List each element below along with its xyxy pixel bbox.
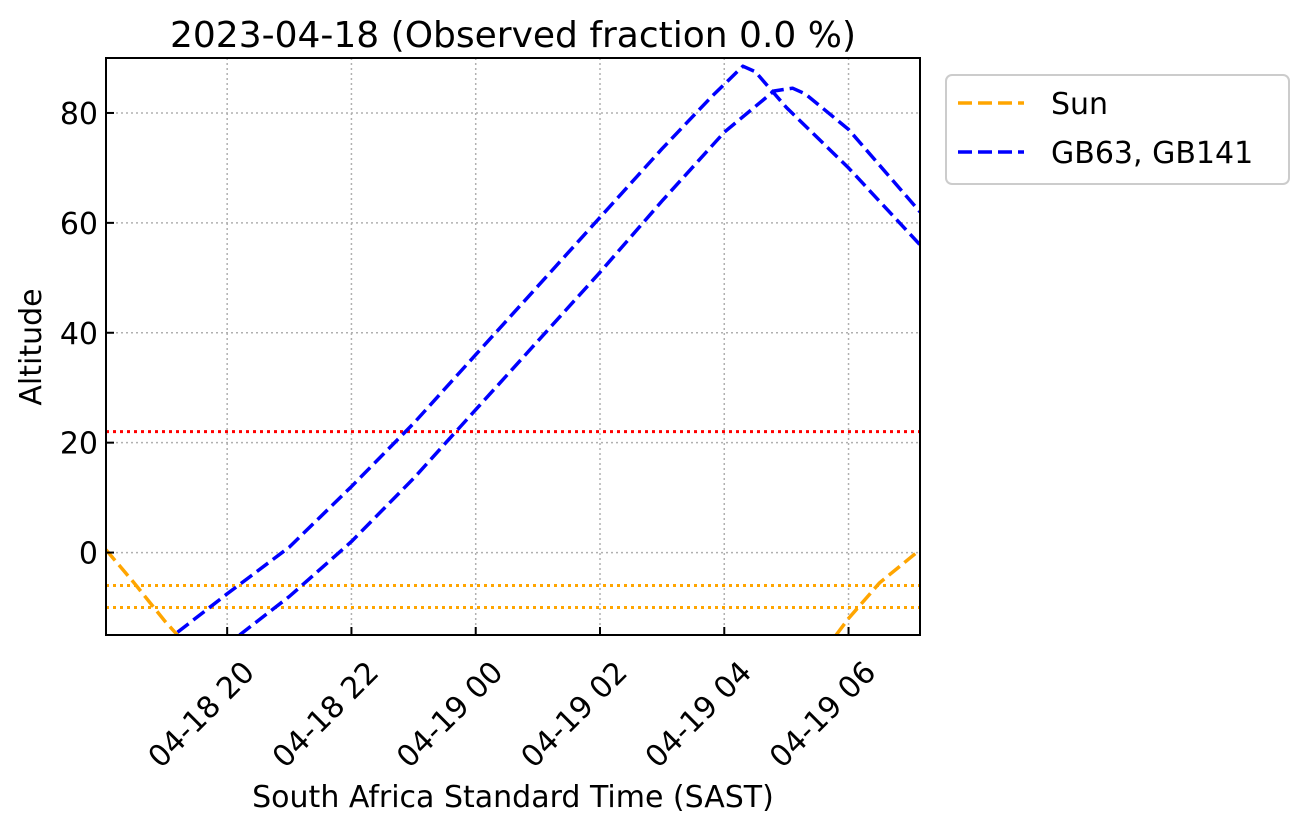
series-line-gb63-gb141 xyxy=(176,64,920,634)
series-lines xyxy=(106,64,920,635)
y-tick-label: 80 xyxy=(60,97,98,132)
chart-title: 2023-04-18 (Observed fraction 0.0 %) xyxy=(170,15,856,56)
y-tick-label: 20 xyxy=(60,427,98,462)
x-tick-label: 04-18 20 xyxy=(142,655,262,775)
y-tick-label: 60 xyxy=(60,207,98,242)
y-tick-label: 40 xyxy=(60,317,98,352)
axis-ticks: 04-18 20 04-18 22 04-19 00 04-19 02 04-19 04… xyxy=(60,97,883,775)
x-tick-label: 04-19 02 xyxy=(514,655,634,775)
grid-lines xyxy=(106,58,920,635)
series-line-sun xyxy=(106,548,179,635)
x-tick-label: 04-19 04 xyxy=(639,655,759,775)
plot-frame xyxy=(105,57,921,636)
y-axis-title: Altitude xyxy=(14,288,49,405)
legend-frame xyxy=(945,74,1290,185)
y-tick-label: 0 xyxy=(79,537,98,572)
reference-lines xyxy=(106,430,920,610)
x-tick-label: 04-19 00 xyxy=(390,655,510,775)
series-line-sun xyxy=(834,548,920,635)
x-axis-title: South Africa Standard Time (SAST) xyxy=(252,780,774,815)
legend-label: Sun xyxy=(1051,87,1108,122)
legend-label: GB63, GB141 xyxy=(1051,136,1253,171)
x-tick-label: 04-18 22 xyxy=(266,655,386,775)
x-tick-label: 04-19 06 xyxy=(763,655,883,775)
legend-items: Sun GB63, GB141 xyxy=(958,87,1253,171)
series-line-gb63-gb141 xyxy=(238,86,920,635)
legend: Sun GB63, GB141 xyxy=(945,74,1290,185)
